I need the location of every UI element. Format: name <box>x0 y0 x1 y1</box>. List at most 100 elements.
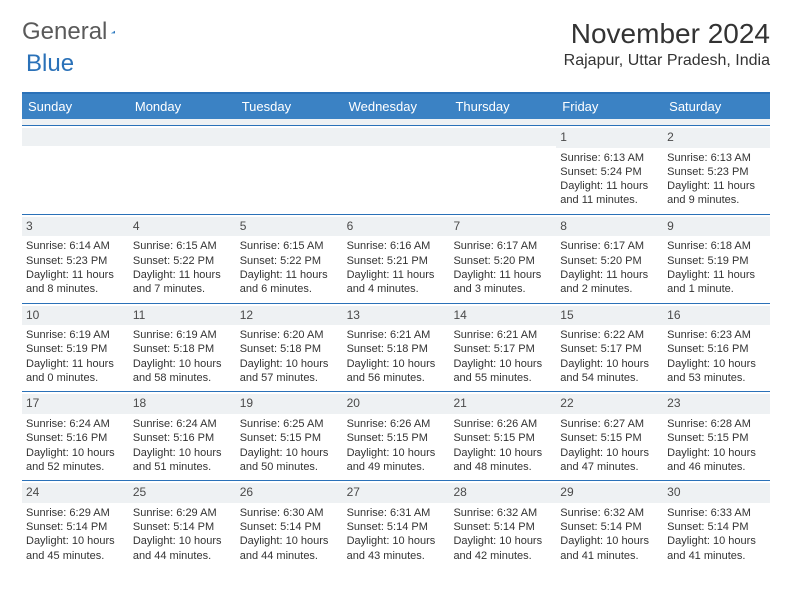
day-cell: 24Sunrise: 6:29 AMSunset: 5:14 PMDayligh… <box>22 481 129 569</box>
sunrise-text: Sunrise: 6:32 AM <box>560 506 659 520</box>
day-number: 11 <box>129 306 236 326</box>
day-number <box>343 128 450 146</box>
sunrise-text: Sunrise: 6:27 AM <box>560 417 659 431</box>
day-number: 24 <box>22 483 129 503</box>
sunset-text: Sunset: 5:15 PM <box>240 431 339 445</box>
sunset-text: Sunset: 5:14 PM <box>26 520 125 534</box>
sunrise-text: Sunrise: 6:31 AM <box>347 506 446 520</box>
day-cell: 4Sunrise: 6:15 AMSunset: 5:22 PMDaylight… <box>129 215 236 303</box>
daylight-text: Daylight: 11 hours and 8 minutes. <box>26 268 125 297</box>
day-cell: 1Sunrise: 6:13 AMSunset: 5:24 PMDaylight… <box>556 126 663 214</box>
sunrise-text: Sunrise: 6:18 AM <box>667 239 766 253</box>
day-number: 30 <box>663 483 770 503</box>
daylight-text: Daylight: 11 hours and 7 minutes. <box>133 268 232 297</box>
sunrise-text: Sunrise: 6:17 AM <box>560 239 659 253</box>
sunset-text: Sunset: 5:14 PM <box>240 520 339 534</box>
sunset-text: Sunset: 5:18 PM <box>133 342 232 356</box>
daylight-text: Daylight: 10 hours and 50 minutes. <box>240 446 339 475</box>
day-number: 22 <box>556 394 663 414</box>
day-number: 14 <box>449 306 556 326</box>
daylight-text: Daylight: 11 hours and 2 minutes. <box>560 268 659 297</box>
sunrise-text: Sunrise: 6:33 AM <box>667 506 766 520</box>
logo-text-general: General <box>22 18 107 46</box>
day-number <box>22 128 129 146</box>
sunset-text: Sunset: 5:24 PM <box>560 165 659 179</box>
sunrise-text: Sunrise: 6:19 AM <box>133 328 232 342</box>
sunrise-text: Sunrise: 6:17 AM <box>453 239 552 253</box>
day-number: 16 <box>663 306 770 326</box>
day-cell: 12Sunrise: 6:20 AMSunset: 5:18 PMDayligh… <box>236 304 343 392</box>
sunrise-text: Sunrise: 6:19 AM <box>26 328 125 342</box>
day-number: 6 <box>343 217 450 237</box>
day-cell: 10 Sunrise: 6:19 AMSunset: 5:19 PMDayligh… <box>22 304 129 392</box>
daylight-text: Daylight: 11 hours and 9 minutes. <box>667 179 766 208</box>
day-cell: 29Sunrise: 6:32 AMSunset: 5:14 PMDayligh… <box>556 481 663 569</box>
sunrise-text: Sunrise: 6:15 AM <box>240 239 339 253</box>
sunset-text: Sunset: 5:23 PM <box>26 254 125 268</box>
week-row: 3Sunrise: 6:14 AMSunset: 5:23 PMDaylight… <box>22 214 770 303</box>
sunset-text: Sunset: 5:23 PM <box>667 165 766 179</box>
week-row: 1Sunrise: 6:13 AMSunset: 5:24 PMDaylight… <box>22 125 770 214</box>
day-cell: 30Sunrise: 6:33 AMSunset: 5:14 PMDayligh… <box>663 481 770 569</box>
sunrise-text: Sunrise: 6:20 AM <box>240 328 339 342</box>
day-number: 25 <box>129 483 236 503</box>
day-number: 13 <box>343 306 450 326</box>
daylight-text: Daylight: 10 hours and 53 minutes. <box>667 357 766 386</box>
sunset-text: Sunset: 5:20 PM <box>560 254 659 268</box>
day-cell: 13Sunrise: 6:21 AMSunset: 5:18 PMDayligh… <box>343 304 450 392</box>
sunset-text: Sunset: 5:18 PM <box>347 342 446 356</box>
sunset-text: Sunset: 5:18 PM <box>240 342 339 356</box>
day-cell: 2 Sunrise: 6:13 AMSunset: 5:23 PMDaylight… <box>663 126 770 214</box>
day-cell: 14Sunrise: 6:21 AMSunset: 5:17 PMDayligh… <box>449 304 556 392</box>
sunrise-text: Sunrise: 6:22 AM <box>560 328 659 342</box>
daylight-text: Daylight: 10 hours and 43 minutes. <box>347 534 446 563</box>
sunset-text: Sunset: 5:14 PM <box>667 520 766 534</box>
sunrise-text: Sunrise: 6:28 AM <box>667 417 766 431</box>
week-row: 24Sunrise: 6:29 AMSunset: 5:14 PMDayligh… <box>22 480 770 569</box>
day-cell: 28Sunrise: 6:32 AMSunset: 5:14 PMDayligh… <box>449 481 556 569</box>
sunrise-text: Sunrise: 6:26 AM <box>347 417 446 431</box>
day-number <box>449 128 556 146</box>
day-cell <box>343 126 450 214</box>
sunset-text: Sunset: 5:17 PM <box>560 342 659 356</box>
sunset-text: Sunset: 5:16 PM <box>667 342 766 356</box>
day-number: 21 <box>449 394 556 414</box>
sunset-text: Sunset: 5:19 PM <box>26 342 125 356</box>
day-number: 27 <box>343 483 450 503</box>
day-number: 2 <box>663 128 770 148</box>
day-cell: 5Sunrise: 6:15 AMSunset: 5:22 PMDaylight… <box>236 215 343 303</box>
daylight-text: Daylight: 10 hours and 56 minutes. <box>347 357 446 386</box>
day-cell: 11Sunrise: 6:19 AMSunset: 5:18 PMDayligh… <box>129 304 236 392</box>
day-cell: 22Sunrise: 6:27 AMSunset: 5:15 PMDayligh… <box>556 392 663 480</box>
sunrise-text: Sunrise: 6:13 AM <box>667 151 766 165</box>
day-number: 23 <box>663 394 770 414</box>
sunset-text: Sunset: 5:14 PM <box>347 520 446 534</box>
daylight-text: Daylight: 11 hours and 4 minutes. <box>347 268 446 297</box>
sunset-text: Sunset: 5:17 PM <box>453 342 552 356</box>
sunset-text: Sunset: 5:16 PM <box>133 431 232 445</box>
dayname-mon: Monday <box>129 94 236 119</box>
day-header-row: Sunday Monday Tuesday Wednesday Thursday… <box>22 94 770 119</box>
daylight-text: Daylight: 10 hours and 44 minutes. <box>133 534 232 563</box>
day-cell <box>236 126 343 214</box>
sunrise-text: Sunrise: 6:16 AM <box>347 239 446 253</box>
title-block: November 2024 Rajapur, Uttar Pradesh, In… <box>564 18 770 70</box>
sunrise-text: Sunrise: 6:13 AM <box>560 151 659 165</box>
day-cell: 27 Sunrise: 6:31 AMSunset: 5:14 PMDayligh… <box>343 481 450 569</box>
day-cell: 8Sunrise: 6:17 AMSunset: 5:20 PMDaylight… <box>556 215 663 303</box>
day-number: 19 <box>236 394 343 414</box>
day-number: 20 <box>343 394 450 414</box>
sunset-text: Sunset: 5:16 PM <box>26 431 125 445</box>
day-cell: 19Sunrise: 6:25 AMSunset: 5:15 PMDayligh… <box>236 392 343 480</box>
daylight-text: Daylight: 10 hours and 49 minutes. <box>347 446 446 475</box>
day-number: 28 <box>449 483 556 503</box>
daylight-text: Daylight: 11 hours and 3 minutes. <box>453 268 552 297</box>
sunset-text: Sunset: 5:15 PM <box>453 431 552 445</box>
day-cell: 15Sunrise: 6:22 AMSunset: 5:17 PMDayligh… <box>556 304 663 392</box>
day-cell: 16Sunrise: 6:23 AMSunset: 5:16 PMDayligh… <box>663 304 770 392</box>
day-number: 10 <box>22 306 129 326</box>
sunset-text: Sunset: 5:14 PM <box>453 520 552 534</box>
daylight-text: Daylight: 11 hours and 0 minutes. <box>26 357 125 386</box>
day-cell: 6Sunrise: 6:16 AMSunset: 5:21 PMDaylight… <box>343 215 450 303</box>
sunset-text: Sunset: 5:14 PM <box>133 520 232 534</box>
